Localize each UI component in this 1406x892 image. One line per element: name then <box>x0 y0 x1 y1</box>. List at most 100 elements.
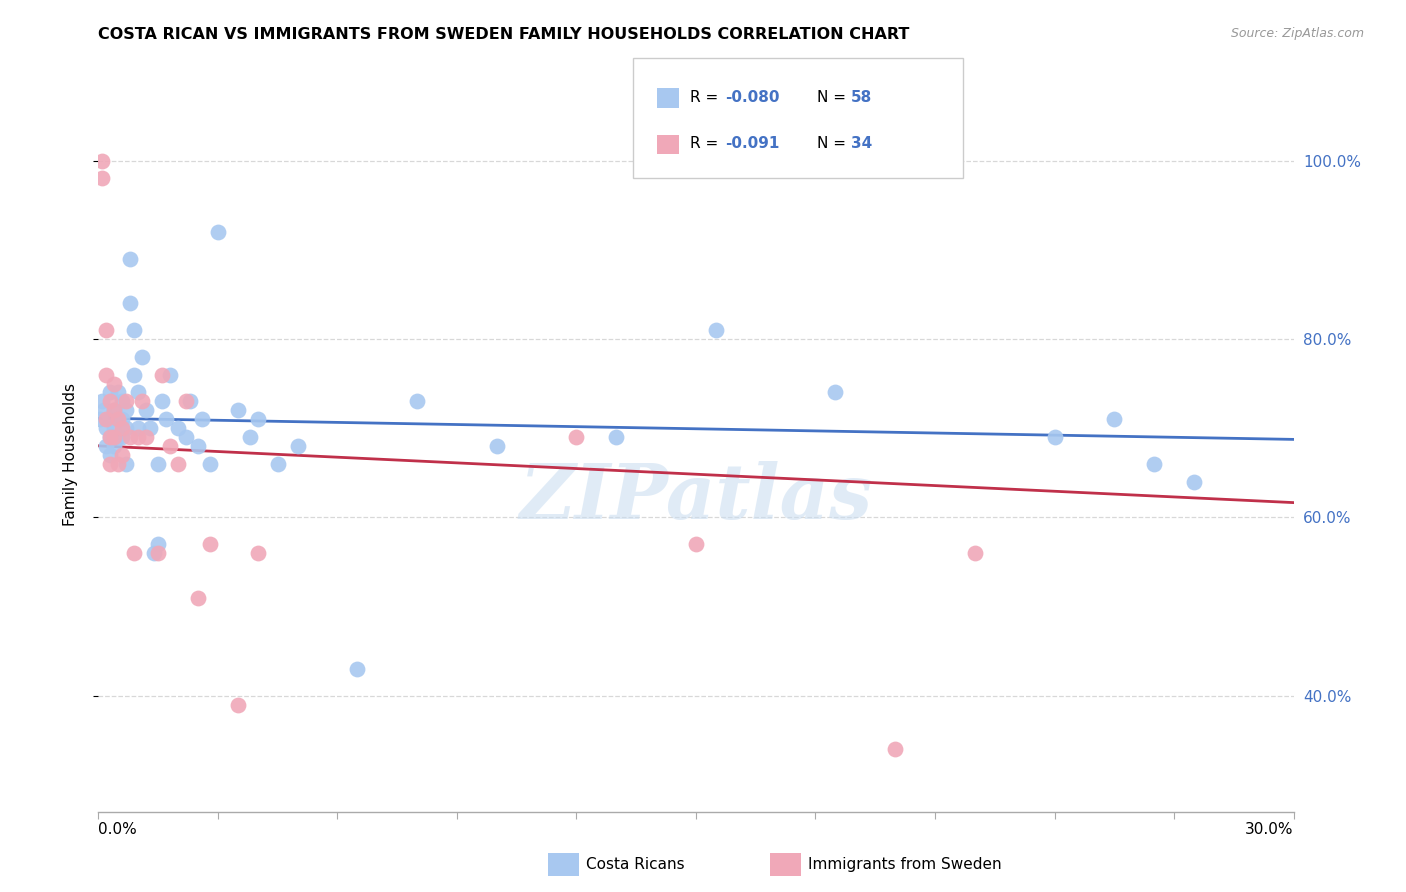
Text: R =: R = <box>690 136 724 151</box>
Point <box>1182 475 1205 489</box>
Point <box>704 323 727 337</box>
Point <box>685 537 707 551</box>
Text: Source: ZipAtlas.com: Source: ZipAtlas.com <box>1230 27 1364 40</box>
Point <box>884 742 907 756</box>
Point <box>207 225 229 239</box>
Point <box>96 412 118 426</box>
Point <box>287 439 309 453</box>
Point <box>100 385 122 400</box>
Point <box>124 368 146 382</box>
Point <box>155 412 177 426</box>
Point <box>167 421 190 435</box>
Point <box>111 448 134 462</box>
Point <box>174 394 197 409</box>
Point <box>565 430 588 444</box>
Point <box>1102 412 1125 426</box>
Point <box>127 385 149 400</box>
Point <box>107 412 129 426</box>
Point <box>120 296 142 310</box>
Text: -0.080: -0.080 <box>725 90 780 104</box>
Text: N =: N = <box>817 136 851 151</box>
Point <box>226 698 249 712</box>
Text: N =: N = <box>817 90 851 104</box>
Point <box>103 421 125 435</box>
Point <box>226 403 249 417</box>
Point <box>159 439 181 453</box>
Point <box>100 457 122 471</box>
Text: 34: 34 <box>851 136 872 151</box>
Point <box>179 394 201 409</box>
Point <box>143 546 166 560</box>
Point <box>111 412 134 426</box>
Text: 0.0%: 0.0% <box>98 822 138 838</box>
Point <box>148 546 170 560</box>
Point <box>159 368 181 382</box>
Text: 30.0%: 30.0% <box>1246 822 1294 838</box>
Point <box>96 439 118 453</box>
Point <box>127 421 149 435</box>
Text: R =: R = <box>690 90 724 104</box>
Point <box>605 430 627 444</box>
Point <box>96 368 118 382</box>
Point <box>89 412 111 426</box>
Point <box>111 430 134 444</box>
Point <box>346 662 368 676</box>
Point <box>139 421 162 435</box>
Text: ZIPatlas: ZIPatlas <box>519 461 873 534</box>
Point <box>198 457 221 471</box>
Text: COSTA RICAN VS IMMIGRANTS FROM SWEDEN FAMILY HOUSEHOLDS CORRELATION CHART: COSTA RICAN VS IMMIGRANTS FROM SWEDEN FA… <box>98 27 910 42</box>
Point <box>93 403 115 417</box>
Point <box>107 430 129 444</box>
Point <box>187 439 209 453</box>
Point <box>120 430 142 444</box>
Point <box>100 430 122 444</box>
Point <box>107 412 129 426</box>
Point <box>103 403 125 417</box>
Point <box>267 457 290 471</box>
Point <box>100 430 122 444</box>
Point <box>485 439 508 453</box>
Point <box>91 153 114 168</box>
Point <box>115 403 138 417</box>
Point <box>131 394 153 409</box>
Point <box>103 439 125 453</box>
Point <box>1143 457 1166 471</box>
Point <box>148 537 170 551</box>
Point <box>174 430 197 444</box>
Point <box>246 412 269 426</box>
Point <box>198 537 221 551</box>
Point <box>1043 430 1066 444</box>
Point <box>135 403 157 417</box>
Point <box>167 457 190 471</box>
Point <box>120 252 142 266</box>
Point <box>100 448 122 462</box>
Point <box>115 457 138 471</box>
Text: Costa Ricans: Costa Ricans <box>586 857 685 871</box>
Point <box>100 394 122 409</box>
Point <box>124 546 146 560</box>
Text: -0.091: -0.091 <box>725 136 780 151</box>
Point <box>115 394 138 409</box>
Point <box>187 591 209 605</box>
Point <box>91 394 114 409</box>
Point <box>135 430 157 444</box>
Point <box>96 323 118 337</box>
Point <box>103 376 125 391</box>
Point <box>406 394 429 409</box>
Y-axis label: Family Households: Family Households <box>63 384 77 526</box>
Point <box>191 412 214 426</box>
Text: Immigrants from Sweden: Immigrants from Sweden <box>808 857 1002 871</box>
Point <box>103 403 125 417</box>
Point <box>239 430 262 444</box>
Point <box>103 430 125 444</box>
Point <box>148 457 170 471</box>
Point <box>91 171 114 186</box>
Point <box>96 421 118 435</box>
Point <box>100 412 122 426</box>
Point <box>107 385 129 400</box>
Point <box>131 350 153 364</box>
Point <box>150 394 173 409</box>
Point <box>111 394 134 409</box>
Text: 58: 58 <box>851 90 872 104</box>
Point <box>246 546 269 560</box>
